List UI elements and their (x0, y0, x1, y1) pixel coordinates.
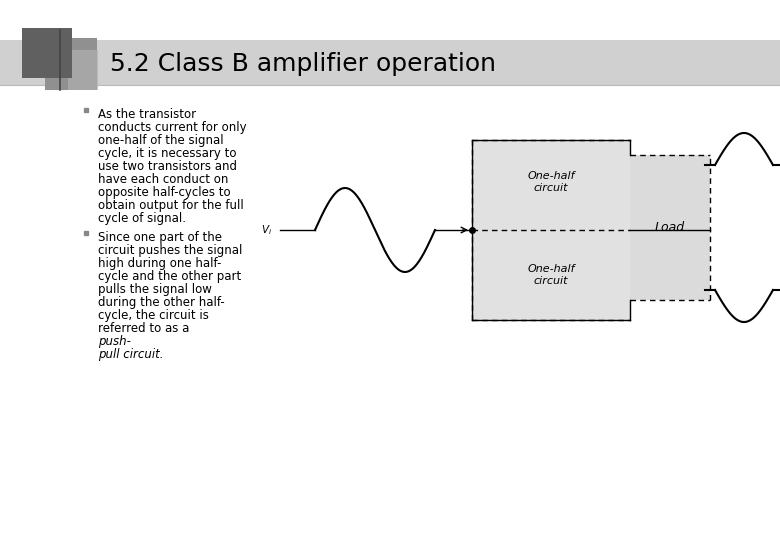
Bar (22, 28, 72, 78)
Text: one-half of the signal: one-half of the signal (98, 134, 224, 147)
Text: obtain output for the full: obtain output for the full (98, 199, 243, 212)
Text: use two transistors and: use two transistors and (98, 160, 237, 173)
Text: cycle, it is necessary to: cycle, it is necessary to (98, 147, 236, 160)
Text: pulls the signal low: pulls the signal low (98, 283, 212, 296)
Bar (0, 40, 780, 85)
Text: One-half
circuit: One-half circuit (527, 171, 575, 193)
Text: during the other half-: during the other half- (98, 296, 225, 309)
Text: Load: Load (655, 221, 685, 234)
Text: $V_i$: $V_i$ (261, 223, 272, 237)
Text: Since one part of the: Since one part of the (98, 231, 222, 244)
Text: As the transistor: As the transistor (98, 108, 196, 121)
Text: circuit pushes the signal: circuit pushes the signal (98, 244, 243, 257)
Text: have each conduct on: have each conduct on (98, 173, 229, 186)
Bar (45, 38, 97, 90)
Text: cycle of signal.: cycle of signal. (98, 212, 186, 225)
Text: cycle, the circuit is: cycle, the circuit is (98, 309, 209, 322)
Text: conducts current for only: conducts current for only (98, 121, 246, 134)
Bar (472, 140, 630, 230)
Text: One-half
circuit: One-half circuit (527, 264, 575, 286)
Text: cycle and the other part: cycle and the other part (98, 270, 241, 283)
Bar (68, 50, 98, 90)
Text: 5.2 Class B amplifier operation: 5.2 Class B amplifier operation (110, 52, 496, 76)
Text: opposite half-cycles to: opposite half-cycles to (98, 186, 231, 199)
Bar (472, 230, 630, 320)
Text: high during one half-: high during one half- (98, 257, 222, 270)
Bar (630, 155, 710, 300)
Text: referred to as a: referred to as a (98, 322, 193, 335)
Text: pull circuit.: pull circuit. (98, 348, 164, 361)
Text: push-: push- (98, 335, 131, 348)
